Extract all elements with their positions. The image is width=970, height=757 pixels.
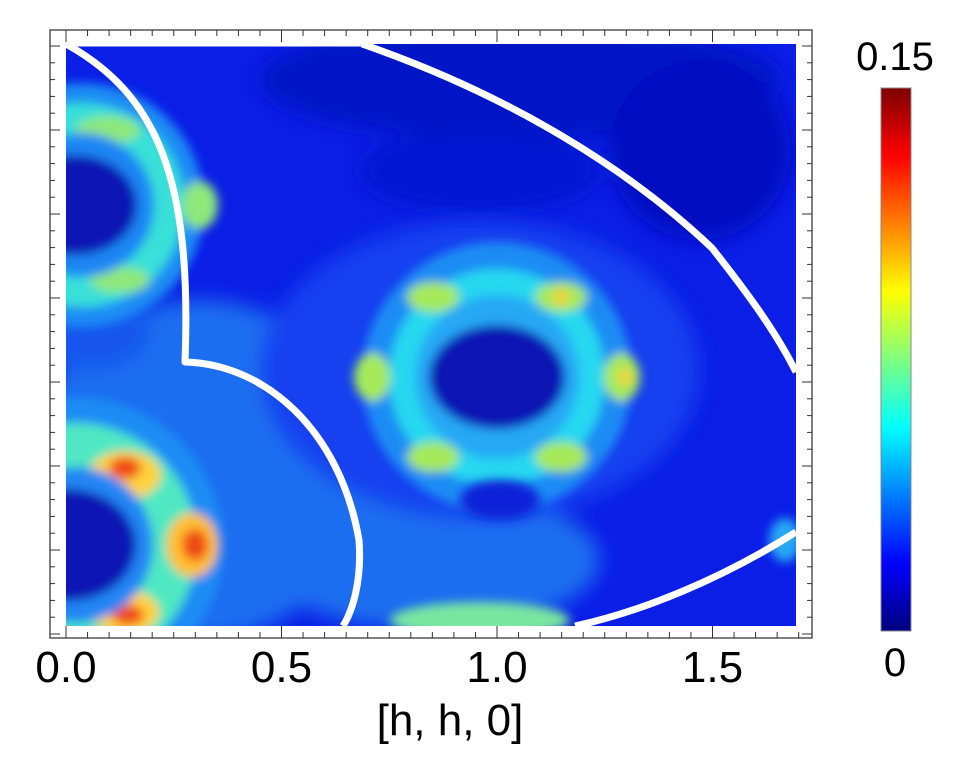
colorbar-bar [880,87,912,632]
x-tick-label: 1.0 [466,643,527,692]
x-tick-labels: 0.0 0.5 1.0 1.5 [35,643,743,692]
hex-petals [354,282,640,472]
hex-ring [354,242,640,512]
colorbar-max-label: 0.15 [856,35,934,79]
inner-zone-boundary [66,44,364,626]
x-tick-label: 1.5 [682,643,743,692]
heatmap [66,44,796,626]
colorbar-min-label: 0 [884,641,906,685]
x-tick-label: 0.0 [35,643,96,692]
hex-peaks [553,289,633,385]
minor-features [390,480,796,626]
x-tick-label: 0.5 [251,643,312,692]
origin-ring-upper [66,83,218,327]
axis-ticks [50,30,812,638]
origin-ring-lower [66,397,223,626]
outer-zone-boundary [360,44,796,626]
colorbar: 0.15 0 [856,35,934,685]
x-axis-label: [h, h, 0] [377,696,524,745]
hex-ring-center [429,325,565,429]
